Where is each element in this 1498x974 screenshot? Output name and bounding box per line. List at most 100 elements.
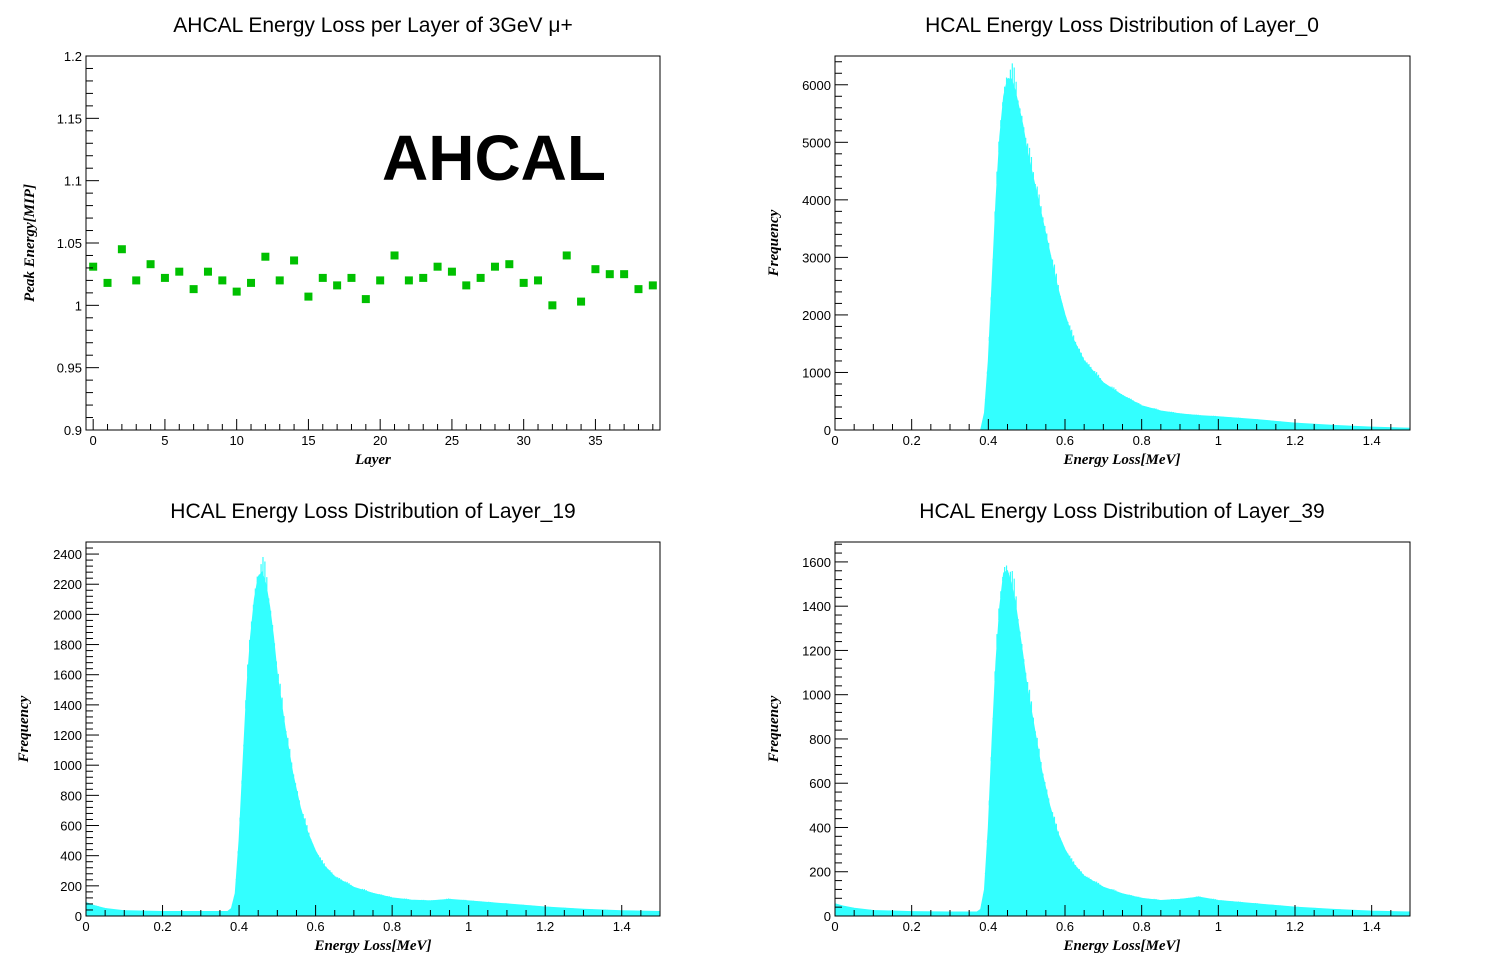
data-point-layer-37 <box>620 270 629 279</box>
chart-title: HCAL Energy Loss Distribution of Layer_0 <box>925 14 1319 37</box>
y-tick-label: 1200 <box>802 643 831 658</box>
y-tick-label: 1000 <box>53 758 82 773</box>
chart-title: AHCAL Energy Loss per Layer of 3GeV μ+ <box>173 14 572 37</box>
data-point-layer-8 <box>203 267 212 276</box>
data-point-layer-23 <box>419 273 428 282</box>
x-tick-label: 1.2 <box>1286 919 1304 934</box>
histogram-bins <box>981 63 1410 429</box>
y-tick-label: 2000 <box>802 308 831 323</box>
y-tick-label: 4000 <box>802 193 831 208</box>
histogram-fill <box>85 571 661 917</box>
y-tick-label: 600 <box>60 819 82 834</box>
y-tick-label: 800 <box>60 788 82 803</box>
x-axis-label: Energy Loss[MeV] <box>1062 452 1180 468</box>
data-point-layer-3 <box>132 276 141 285</box>
x-tick-label: 25 <box>445 433 459 448</box>
y-tick-label: 0.9 <box>64 423 82 438</box>
y-axis-label: Frequency <box>16 695 32 763</box>
plot-frame <box>85 55 661 431</box>
y-tick-label: 1000 <box>802 688 831 703</box>
y-tick-label: 0.95 <box>57 361 82 376</box>
y-tick-label: 2000 <box>53 607 82 622</box>
y-tick-label: 1.1 <box>64 174 82 189</box>
chart-panel-3: 0 0.2 0.4 0.6 0.8 1 1.2 1.4 0 200 400 600 800 1000 120… <box>766 500 1411 954</box>
y-tick-label: 1800 <box>53 638 82 653</box>
y-tick-label: 1.05 <box>57 236 82 251</box>
histogram-fill <box>834 570 1411 917</box>
data-point-layer-35 <box>591 265 600 274</box>
x-tick-label: 0.8 <box>383 919 401 934</box>
y-axis-label: Peak Energy[MIP] <box>22 184 38 302</box>
x-tick-label: 0.2 <box>903 433 921 448</box>
x-tick-label: 0.8 <box>1133 919 1151 934</box>
x-tick-label: 1.4 <box>1363 919 1381 934</box>
y-tick-label: 3000 <box>802 250 831 265</box>
data-point-layer-24 <box>433 262 442 271</box>
data-point-layer-34 <box>577 297 586 306</box>
x-tick-label: 20 <box>373 433 387 448</box>
data-point-layer-27 <box>476 273 485 282</box>
data-point-layer-20 <box>376 276 385 285</box>
data-point-layer-7 <box>189 285 198 294</box>
data-point-layer-2 <box>117 245 126 254</box>
chart-panel-1: 0 0.2 0.4 0.6 0.8 1 1.2 1.4 0 1000 2000 3000 4000 500… <box>766 14 1411 468</box>
data-point-layer-12 <box>261 252 270 261</box>
y-tick-label: 0 <box>824 423 831 438</box>
data-point-layer-9 <box>218 276 227 285</box>
histogram-bins <box>835 565 1410 913</box>
x-tick-label: 30 <box>516 433 530 448</box>
x-tick-label: 1 <box>1215 919 1222 934</box>
x-tick-label: 1 <box>1215 433 1222 448</box>
y-axis-label: Frequency <box>766 209 782 277</box>
x-tick-label: 10 <box>229 433 243 448</box>
y-axis-label: Frequency <box>766 695 782 763</box>
x-tick-label: 15 <box>301 433 315 448</box>
y-tick-label: 0 <box>75 909 82 924</box>
data-point-layer-32 <box>548 301 557 310</box>
plot-frame <box>85 541 661 917</box>
data-point-layer-6 <box>175 267 184 276</box>
x-tick-label: 1.2 <box>1286 433 1304 448</box>
y-tick-label: 1.2 <box>64 49 82 64</box>
y-tick-label: 1 <box>75 298 82 313</box>
data-point-layer-38 <box>634 285 643 294</box>
histogram-bins <box>86 557 660 912</box>
x-tick-label: 1.4 <box>1363 433 1381 448</box>
x-tick-label: 0.8 <box>1133 433 1151 448</box>
data-point-layer-22 <box>404 276 413 285</box>
data-point-layer-30 <box>519 278 528 287</box>
x-axis-label: Layer <box>354 452 391 468</box>
chart-panel-0: 0 5 10 15 20 25 30 35 0.9 0.95 1 1.05 1.1 1.15 1.2 AHCA… <box>22 14 661 468</box>
x-tick-label: 35 <box>588 433 602 448</box>
data-point-layer-0 <box>89 262 98 271</box>
y-tick-label: 1400 <box>53 698 82 713</box>
x-tick-label: 0 <box>90 433 97 448</box>
data-point-layer-10 <box>232 287 241 296</box>
data-point-layer-4 <box>146 260 155 269</box>
x-tick-label: 0.6 <box>1056 433 1074 448</box>
data-point-layer-28 <box>490 262 499 271</box>
data-point-layer-18 <box>347 273 356 282</box>
x-tick-label: 0.4 <box>230 919 248 934</box>
x-tick-label: 0.6 <box>1056 919 1074 934</box>
x-tick-label: 1.4 <box>613 919 631 934</box>
chart-title: HCAL Energy Loss Distribution of Layer_3… <box>919 500 1324 523</box>
x-tick-label: 0.2 <box>903 919 921 934</box>
data-point-layer-17 <box>333 281 342 290</box>
y-tick-label: 2200 <box>53 577 82 592</box>
y-tick-label: 200 <box>809 865 831 880</box>
x-tick-label: 1 <box>465 919 472 934</box>
y-tick-label: 2400 <box>53 547 82 562</box>
x-tick-label: 0.4 <box>979 433 997 448</box>
y-tick-label: 5000 <box>802 135 831 150</box>
y-tick-label: 200 <box>60 879 82 894</box>
x-tick-label: 5 <box>161 433 168 448</box>
chart-panel-2: 0 0.2 0.4 0.6 0.8 1 1.2 1.4 0 200 400 600 800 1000 120… <box>16 500 661 954</box>
x-tick-label: 0 <box>831 919 838 934</box>
data-point-layer-33 <box>562 251 571 260</box>
y-tick-label: 1600 <box>802 555 831 570</box>
data-point-layer-1 <box>103 278 112 287</box>
x-axis-label: Energy Loss[MeV] <box>313 938 431 954</box>
y-tick-label: 1400 <box>802 599 831 614</box>
y-tick-label: 6000 <box>802 78 831 93</box>
